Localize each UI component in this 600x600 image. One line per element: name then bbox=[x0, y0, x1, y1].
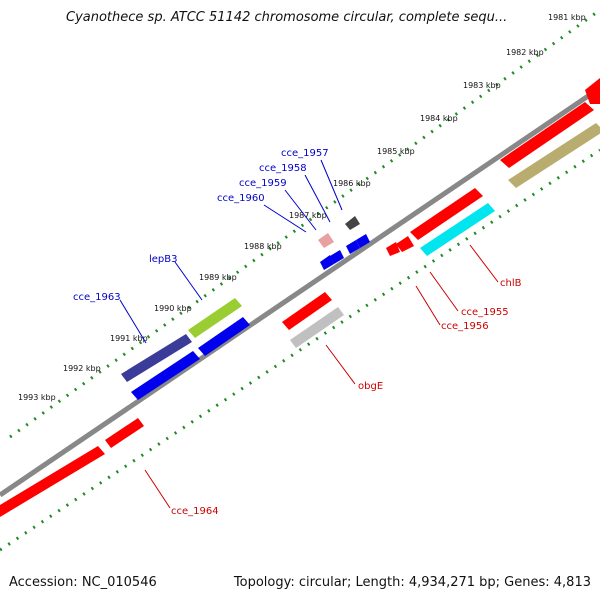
gene-block[interactable] bbox=[346, 240, 360, 254]
tick-label: 1993 kbp bbox=[18, 393, 56, 402]
tick-label: 1988 kbp bbox=[244, 242, 282, 251]
leader-lines bbox=[119, 159, 499, 509]
gene-label-lepB3[interactable]: lepB3 bbox=[149, 254, 178, 265]
gene-block[interactable] bbox=[198, 317, 250, 356]
gene-label-cce_1959[interactable]: cce_1959 bbox=[239, 178, 287, 189]
inner-tick-track bbox=[0, 148, 600, 552]
gene-label-cce_1958[interactable]: cce_1958 bbox=[259, 163, 307, 174]
kbp-axis: 1981 kbp 1982 kbp 1983 kbp 1984 kbp 1985… bbox=[18, 13, 586, 402]
gene-block[interactable] bbox=[105, 418, 144, 448]
genome-backbone bbox=[0, 85, 600, 498]
gene-block[interactable] bbox=[500, 102, 594, 168]
tick-label: 1991 kbp bbox=[110, 334, 148, 343]
tick-label: 1992 kbp bbox=[63, 364, 101, 373]
tick-label: 1982 kbp bbox=[506, 48, 544, 57]
gene-label-cce_1957[interactable]: cce_1957 bbox=[281, 148, 329, 159]
gene-label-obgE[interactable]: obgE bbox=[358, 381, 383, 392]
outer-tick-track bbox=[9, 8, 600, 439]
tick-label: 1981 kbp bbox=[548, 13, 586, 22]
gene-block[interactable] bbox=[131, 351, 200, 400]
gene-label-cce_1955[interactable]: cce_1955 bbox=[461, 307, 509, 318]
gene-block[interactable] bbox=[585, 78, 600, 104]
tick-label: 1985 kbp bbox=[377, 147, 415, 156]
gene-label-chlB[interactable]: chlB bbox=[500, 278, 522, 289]
gene-label-cce_1956[interactable]: cce_1956 bbox=[441, 321, 489, 332]
gene-block[interactable] bbox=[410, 188, 483, 240]
gene-block[interactable] bbox=[318, 233, 334, 248]
tick-label: 1986 kbp bbox=[333, 179, 371, 188]
gene-label-cce_1963[interactable]: cce_1963 bbox=[73, 292, 121, 303]
accession-text: Accession: NC_010546 bbox=[9, 575, 157, 590]
tick-label: 1984 kbp bbox=[420, 114, 458, 123]
gene-block[interactable] bbox=[290, 307, 344, 348]
tick-label: 1990 kbp bbox=[154, 304, 192, 313]
tick-label: 1983 kbp bbox=[463, 81, 501, 90]
tick-label: 1987 kbp bbox=[289, 211, 327, 220]
gene-block[interactable] bbox=[282, 292, 332, 330]
gene-block[interactable] bbox=[121, 334, 192, 382]
gene-block[interactable] bbox=[420, 203, 495, 256]
gene-block[interactable] bbox=[396, 236, 414, 252]
gene-block[interactable] bbox=[356, 234, 370, 248]
gene-block[interactable] bbox=[386, 242, 400, 256]
gene-block[interactable] bbox=[508, 123, 600, 188]
gene-block[interactable] bbox=[330, 250, 344, 264]
map-title: Cyanothece sp. ATCC 51142 chromosome cir… bbox=[66, 10, 508, 25]
tick-label: 1989 kbp bbox=[199, 273, 237, 282]
gene-block[interactable] bbox=[188, 298, 242, 338]
genome-summary-text: Topology: circular; Length: 4,934,271 bp… bbox=[233, 575, 591, 590]
gene-block[interactable] bbox=[345, 216, 360, 230]
gene-block[interactable] bbox=[320, 255, 334, 270]
gene-block[interactable] bbox=[0, 446, 105, 517]
genes[interactable] bbox=[0, 78, 600, 517]
gene-label-cce_1964[interactable]: cce_1964 bbox=[171, 506, 219, 517]
gene-label-cce_1960[interactable]: cce_1960 bbox=[217, 193, 265, 204]
